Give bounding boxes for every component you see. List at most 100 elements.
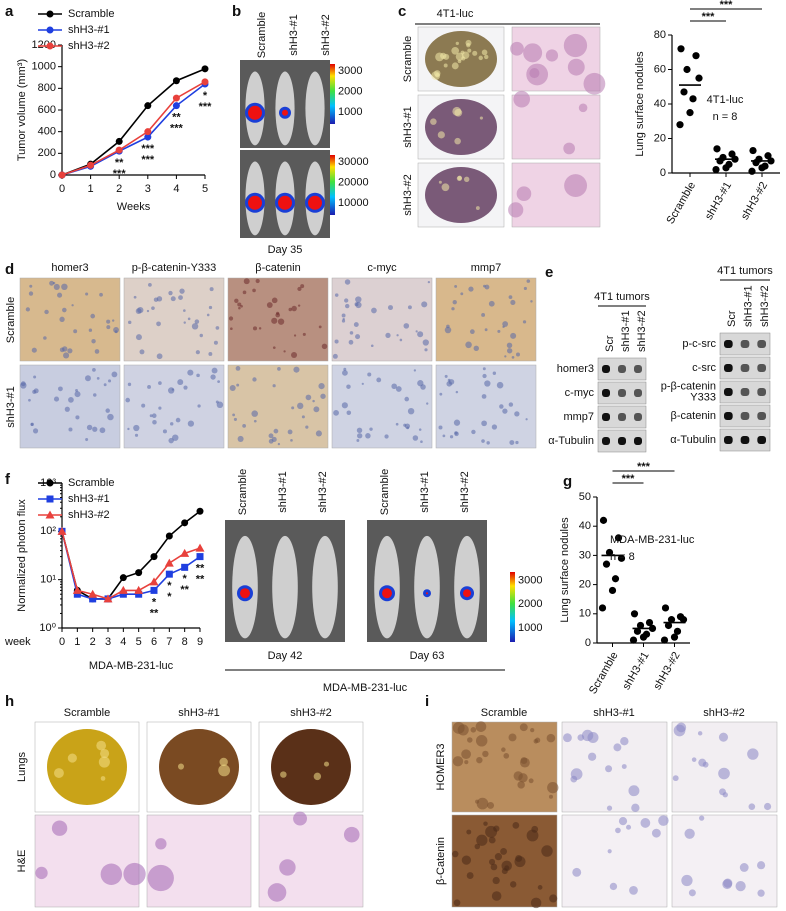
texture bbox=[491, 891, 502, 901]
texture bbox=[515, 440, 519, 445]
x-tick-label: 2 bbox=[90, 636, 96, 648]
column-label: shH3-#2 bbox=[320, 14, 332, 56]
texture bbox=[605, 765, 613, 773]
texture bbox=[341, 313, 346, 318]
texture bbox=[500, 847, 508, 855]
texture bbox=[252, 326, 258, 331]
significance: *** bbox=[622, 473, 636, 485]
band bbox=[757, 340, 766, 348]
band bbox=[602, 437, 610, 445]
texture bbox=[481, 394, 487, 399]
texture bbox=[315, 430, 322, 437]
band bbox=[740, 412, 750, 420]
texture bbox=[526, 63, 549, 86]
column-label: Scramble bbox=[64, 707, 110, 719]
x-axis-label: week bbox=[4, 636, 31, 648]
texture bbox=[348, 339, 354, 345]
column-label: Scramble bbox=[481, 707, 527, 719]
texture bbox=[629, 885, 638, 895]
texture bbox=[49, 280, 55, 286]
texture bbox=[426, 402, 429, 405]
texture bbox=[112, 319, 115, 322]
texture bbox=[54, 768, 64, 778]
dot bbox=[692, 52, 700, 60]
colorbar bbox=[510, 572, 515, 642]
texture bbox=[439, 392, 443, 396]
texture bbox=[484, 54, 489, 60]
texture bbox=[387, 305, 393, 311]
texture bbox=[228, 316, 234, 321]
texture bbox=[438, 180, 442, 184]
marker bbox=[201, 78, 209, 86]
series-line bbox=[61, 531, 201, 600]
texture bbox=[658, 815, 669, 826]
texture bbox=[395, 386, 402, 392]
texture bbox=[618, 816, 628, 826]
texture bbox=[272, 346, 276, 349]
texture bbox=[702, 761, 709, 768]
texture bbox=[215, 326, 220, 330]
signal bbox=[248, 105, 262, 120]
texture bbox=[183, 309, 186, 312]
texture bbox=[454, 284, 458, 288]
texture bbox=[530, 897, 542, 909]
texture bbox=[469, 329, 475, 335]
texture bbox=[403, 323, 410, 329]
texture bbox=[196, 373, 200, 378]
texture bbox=[466, 872, 474, 879]
significance: *** bbox=[113, 168, 127, 180]
x-tick-label: 0 bbox=[59, 183, 65, 195]
texture bbox=[508, 202, 524, 218]
texture bbox=[277, 318, 285, 325]
texture bbox=[43, 336, 47, 340]
colorbar-label: 10000 bbox=[338, 197, 369, 209]
texture bbox=[85, 292, 89, 296]
texture bbox=[407, 305, 412, 310]
colorbar-label: 3000 bbox=[518, 574, 542, 586]
texture bbox=[62, 307, 67, 313]
lung bbox=[425, 167, 497, 223]
significance: ** bbox=[180, 584, 189, 596]
texture bbox=[515, 854, 523, 862]
lung bbox=[425, 99, 497, 155]
dot bbox=[664, 621, 673, 630]
texture bbox=[613, 743, 622, 752]
texture bbox=[492, 876, 500, 885]
y-tick-label: 10² bbox=[40, 525, 56, 537]
marker bbox=[196, 553, 204, 561]
ihc-image bbox=[331, 277, 433, 362]
band bbox=[618, 437, 626, 445]
texture bbox=[747, 748, 759, 760]
texture bbox=[341, 402, 348, 409]
band bbox=[724, 436, 733, 444]
mouse bbox=[305, 71, 325, 146]
texture bbox=[492, 371, 497, 375]
texture bbox=[291, 305, 297, 312]
texture bbox=[474, 843, 481, 850]
texture bbox=[98, 756, 110, 768]
marker bbox=[149, 577, 159, 586]
texture bbox=[135, 334, 142, 341]
day-label: Day 42 bbox=[268, 650, 303, 662]
y-tick-label: 50 bbox=[579, 491, 591, 503]
y-axis-label: Lung surface nodules bbox=[634, 51, 646, 157]
texture bbox=[504, 355, 507, 358]
texture bbox=[67, 753, 77, 763]
texture bbox=[516, 186, 532, 202]
panel-letter: d bbox=[5, 261, 14, 278]
texture bbox=[172, 434, 179, 441]
texture bbox=[170, 296, 176, 302]
x-tick-label: 4 bbox=[120, 636, 126, 648]
texture bbox=[293, 334, 297, 337]
marker bbox=[164, 558, 174, 567]
marker bbox=[135, 569, 143, 577]
texture bbox=[156, 353, 163, 360]
ihc-image bbox=[227, 277, 329, 362]
dot bbox=[680, 88, 688, 96]
annotation: 4T1-luc bbox=[707, 94, 744, 106]
texture bbox=[396, 334, 399, 337]
texture bbox=[170, 422, 174, 426]
band bbox=[724, 412, 733, 420]
texture bbox=[334, 293, 339, 297]
texture bbox=[334, 339, 339, 344]
